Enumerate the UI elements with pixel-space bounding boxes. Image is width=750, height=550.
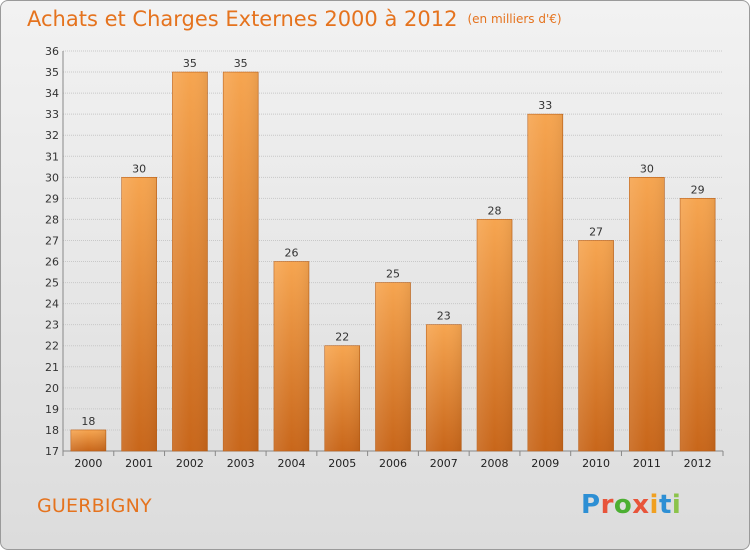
proxiti-logo: Proxiti [581,490,681,520]
y-tick-label: 27 [45,234,59,247]
bar-sheen [680,198,716,451]
y-tick-label: 18 [45,424,59,437]
data-label: 26 [284,247,298,260]
x-tick-label: 2007 [430,457,458,470]
x-tick-label: 2012 [684,457,712,470]
y-tick-label: 26 [45,256,59,269]
y-tick-label: 20 [45,382,59,395]
y-tick-label: 17 [45,445,59,458]
bar-sheen [527,114,563,451]
logo-letter: o [613,490,633,520]
x-tick-label: 2009 [531,457,559,470]
y-tick-label: 32 [45,129,59,142]
x-tick-label: 2002 [176,457,204,470]
data-label: 18 [81,415,95,428]
logo-letter: i [649,490,659,520]
y-tick-label: 33 [45,108,59,121]
bar-sheen [70,429,106,451]
x-tick-label: 2006 [379,457,407,470]
data-label: 23 [437,310,451,323]
x-tick-label: 2004 [277,457,305,470]
bar-sheen [477,219,513,451]
y-tick-label: 25 [45,277,59,290]
y-tick-label: 24 [45,298,59,311]
commune-name: GUERBIGNY [37,495,152,517]
bar-sheen [426,324,462,451]
logo-letter: P [581,490,601,520]
bar-sheen [273,261,309,451]
x-tick-label: 2011 [633,457,661,470]
y-tick-label: 22 [45,340,59,353]
bar-sheen [578,240,614,451]
data-label: 28 [488,204,502,217]
bar-sheen [629,177,665,451]
data-label: 30 [132,162,146,175]
x-tick-label: 2010 [582,457,610,470]
bar-sheen [375,282,411,451]
data-label: 35 [234,57,248,70]
logo-letter: t [658,490,672,520]
y-tick-label: 34 [45,87,59,100]
y-tick-label: 21 [45,361,59,374]
logo-letter: i [671,490,682,520]
y-tick-label: 29 [45,192,59,205]
y-tick-label: 19 [45,403,59,416]
unit-label: (en milliers d'€) [467,12,562,26]
x-tick-label: 2001 [125,457,153,470]
title-text: Achats et Charges Externes 2000 à 2012 [27,7,458,31]
x-tick-label: 2003 [227,457,255,470]
y-tick-label: 23 [45,319,59,332]
data-label: 25 [386,268,400,281]
bar-sheen [121,177,157,451]
bar-sheen [223,72,259,451]
data-label: 35 [183,57,197,70]
data-label: 22 [335,331,349,344]
x-tick-label: 2008 [481,457,509,470]
y-tick-label: 36 [45,45,59,58]
bar-sheen [324,345,360,451]
data-label: 29 [691,183,705,196]
y-tick-label: 30 [45,171,59,184]
chart-title: Achats et Charges Externes 2000 à 2012 (e… [27,7,562,31]
x-tick-label: 2005 [328,457,356,470]
logo-letter: r [600,490,614,520]
data-label: 33 [538,99,552,112]
y-tick-label: 31 [45,150,59,163]
y-tick-label: 28 [45,213,59,226]
data-label: 27 [589,225,603,238]
data-label: 30 [640,162,654,175]
x-tick-label: 2000 [74,457,102,470]
logo-letter: x [632,490,650,520]
y-tick-label: 35 [45,66,59,79]
bar-sheen [172,72,208,451]
